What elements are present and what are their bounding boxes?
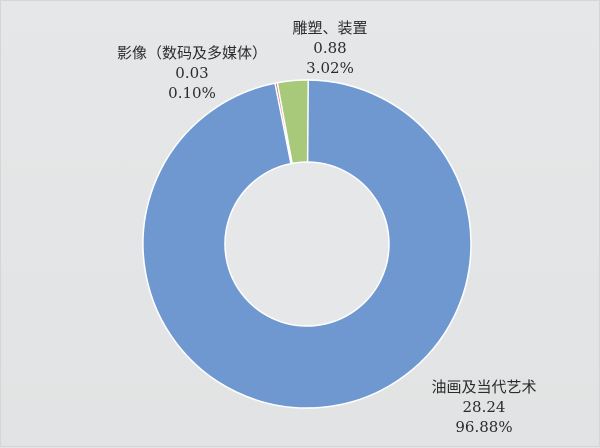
slice-label-video: 影像（数码及多媒体） 0.03 0.10% bbox=[97, 43, 287, 103]
slice-oil-painting bbox=[142, 79, 472, 409]
slice-value: 28.24 bbox=[462, 398, 506, 416]
slice-sculpture bbox=[276, 79, 309, 165]
slice-name: 雕塑、装置 bbox=[292, 19, 368, 37]
slice-percent: 96.88% bbox=[455, 418, 513, 436]
slice-label-sculpture: 雕塑、装置 0.88 3.02% bbox=[275, 18, 385, 78]
slice-percent: 0.10% bbox=[168, 84, 216, 102]
slice-name: 油画及当代艺术 bbox=[431, 378, 537, 396]
slice-value: 0.88 bbox=[313, 39, 347, 57]
slice-name: 影像（数码及多媒体） bbox=[116, 44, 267, 62]
slice-label-oil-painting: 油画及当代艺术 28.24 96.88% bbox=[419, 377, 549, 437]
donut-hole bbox=[226, 163, 388, 325]
slice-value: 0.03 bbox=[175, 64, 209, 82]
slice-percent: 3.02% bbox=[306, 59, 354, 77]
